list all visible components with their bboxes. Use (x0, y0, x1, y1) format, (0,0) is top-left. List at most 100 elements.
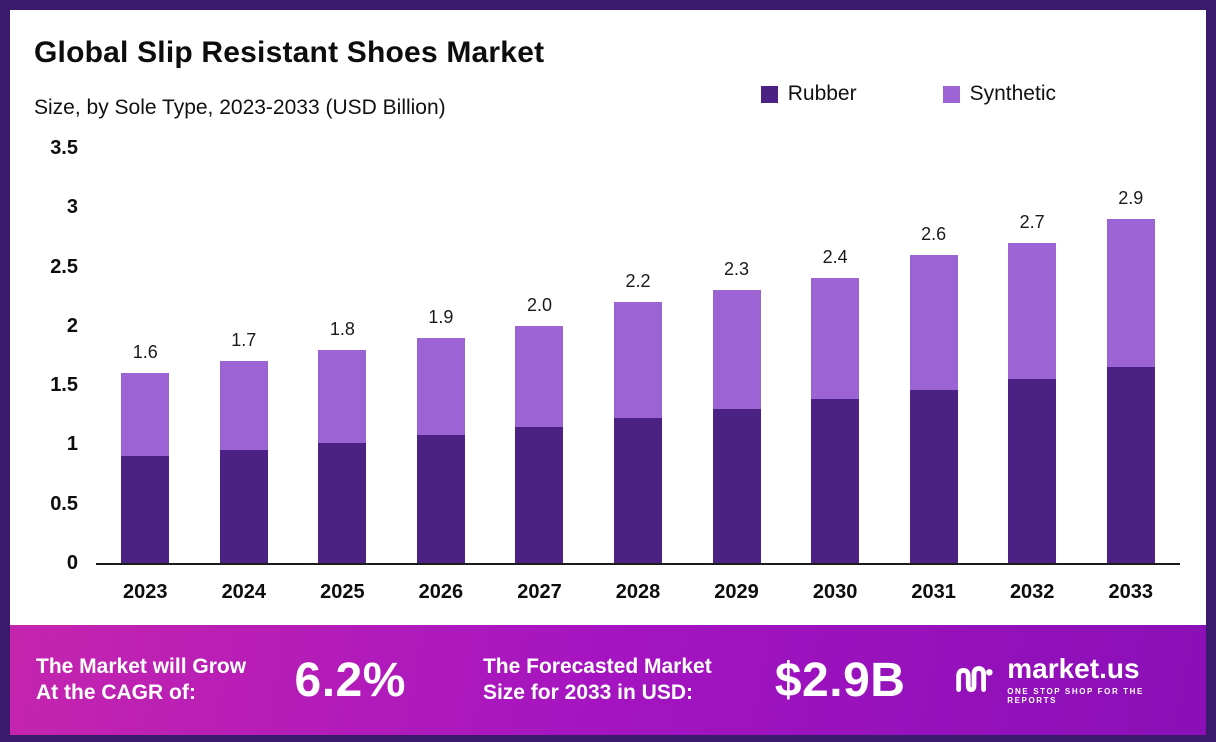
bar-segment-rubber (712, 408, 761, 563)
bar-segment-synthetic (909, 254, 958, 390)
y-tick-label: 3.5 (50, 137, 78, 159)
marketus-logo: market.us ONE STOP SHOP FOR THE REPORTS (951, 655, 1180, 705)
bar-segment-synthetic (318, 349, 367, 444)
y-tick-label: 1.5 (50, 374, 78, 397)
bar-column: 2.0 (490, 148, 589, 563)
legend-item-rubber: Rubber (760, 82, 857, 106)
bar-segment-rubber (318, 443, 367, 563)
bar-segment-synthetic (614, 302, 662, 419)
plot-wrap: 1.6 1.7 1.8 1.9 2.0 2.2 2.3 2.4 2.6 2.7 2.9 2023 20… (96, 148, 1180, 604)
stacked-bar (515, 325, 564, 563)
stacked-bar (121, 373, 170, 563)
bar-column: 1.8 (293, 148, 392, 563)
bar-total-label: 2.2 (625, 271, 651, 292)
bar-segment-rubber (416, 434, 465, 563)
x-tick-label: 2033 (1108, 581, 1153, 603)
x-tick-label: 2025 (320, 581, 365, 603)
legend-swatch-rubber (760, 85, 778, 103)
bar-total-label: 1.8 (329, 318, 355, 339)
stacked-bar (1008, 242, 1057, 563)
legend-swatch-synthetic (942, 85, 960, 103)
x-tick-label: 2026 (418, 581, 464, 603)
bar-column: 2.2 (589, 148, 688, 563)
bar-total-label: 1.9 (428, 306, 454, 327)
bar-segment-rubber (219, 450, 268, 563)
cagr-label-line2: At the CAGR of: (36, 681, 196, 704)
stacked-bar (219, 361, 268, 563)
cagr-label: The Market will Grow At the CAGR of: (36, 654, 289, 707)
marketus-logo-text-col: market.us ONE STOP SHOP FOR THE REPORTS (1007, 653, 1180, 706)
footer-banner: The Market will Grow At the CAGR of: 6.2… (10, 625, 1206, 735)
bar-segment-rubber (909, 389, 958, 563)
cagr-label-line1: The Market will Grow (36, 654, 247, 678)
bar-segment-synthetic (416, 337, 465, 435)
bar-segment-synthetic (121, 373, 170, 457)
y-tick-label: 0 (66, 552, 78, 574)
stacked-bar (811, 278, 860, 563)
bar-column: 1.7 (195, 148, 294, 563)
y-tick-label: 2 (66, 314, 78, 337)
plot-area: 1.6 1.7 1.8 1.9 2.0 2.2 2.3 2.4 2.6 2.7 2.9 (96, 148, 1180, 565)
page-title: Global Slip Resistant Shoes Market (34, 36, 545, 69)
bar-column: 2.3 (687, 148, 786, 563)
bar-segment-synthetic (219, 361, 268, 451)
bar-segment-synthetic (712, 290, 761, 409)
bar-total-label: 2.4 (822, 247, 848, 268)
stacked-bar (712, 290, 761, 563)
marketus-logo-icon (956, 666, 993, 692)
forecast-label-line2: Size for 2033 in USD: (482, 681, 694, 704)
bar-segment-synthetic (515, 325, 564, 427)
page-subtitle: Size, by Sole Type, 2023-2033 (USD Billi… (34, 96, 446, 119)
y-tick-label: 1 (66, 433, 78, 456)
bar-segment-synthetic (811, 278, 860, 400)
forecast-label-line1: The Forecasted Market (482, 654, 712, 678)
bar-total-label: 2.0 (526, 294, 552, 315)
bar-total-label: 2.9 (1118, 188, 1144, 209)
forecast-value: $2.9B (774, 653, 906, 707)
bar-segment-rubber (121, 456, 170, 563)
bar-segment-rubber (1008, 379, 1057, 563)
legend-label-rubber: Rubber (787, 82, 857, 105)
bar-column: 1.9 (392, 148, 491, 563)
stacked-bar (1106, 219, 1155, 563)
x-tick-label: 2023 (123, 581, 168, 603)
x-tick-label: 2032 (1009, 581, 1055, 603)
bar-total-label: 2.7 (1019, 211, 1045, 232)
marketus-logo-tagline: ONE STOP SHOP FOR THE REPORTS (1007, 687, 1144, 705)
chart-card: Global Slip Resistant Shoes Market Size,… (10, 10, 1206, 625)
cagr-value: 6.2% (294, 653, 406, 707)
bar-column: 1.6 (96, 148, 195, 563)
bar-segment-rubber (1106, 367, 1155, 563)
legend: Rubber Synthetic (760, 82, 1056, 106)
y-axis: 3.5 3 2.5 2 1.5 1 0.5 0 (34, 138, 96, 573)
bar-segment-rubber (614, 418, 662, 563)
stacked-bar (318, 349, 367, 563)
forecast-label: The Forecasted Market Size for 2033 in U… (483, 654, 769, 707)
x-tick-label: 2027 (517, 581, 562, 603)
stacked-bar (614, 302, 662, 563)
x-tick-label: 2031 (911, 581, 956, 603)
bar-segment-synthetic (1008, 242, 1057, 380)
x-tick-label: 2029 (714, 581, 759, 603)
y-tick-label: 2.5 (50, 255, 78, 278)
x-tick-label: 2030 (812, 581, 858, 603)
bar-column: 2.4 (786, 148, 885, 563)
bar-total-label: 2.6 (921, 223, 947, 244)
bar-column: 2.7 (983, 148, 1082, 563)
y-tick-label: 3 (66, 196, 78, 219)
legend-label-synthetic: Synthetic (969, 82, 1056, 105)
y-tick-label: 0.5 (50, 492, 78, 515)
bar-segment-rubber (515, 426, 564, 563)
chart: 3.5 3 2.5 2 1.5 1 0.5 0 1.6 1.7 1.8 1.9 2.0 2.2 2.3 2.… (34, 138, 1180, 604)
bar-column: 2.6 (884, 148, 983, 563)
bar-column: 2.9 (1081, 148, 1180, 563)
x-tick-label: 2024 (221, 581, 267, 603)
bar-total-label: 1.6 (132, 342, 158, 363)
bar-total-label: 2.3 (724, 259, 750, 280)
marketus-logo-text: market.us (1007, 653, 1140, 684)
stacked-bar (416, 337, 465, 563)
bar-total-label: 1.7 (231, 330, 257, 351)
bar-segment-synthetic (1106, 219, 1155, 368)
x-axis: 2023 2024 2025 2026 2027 2028 2029 2030 2031 2032… (96, 581, 1180, 604)
